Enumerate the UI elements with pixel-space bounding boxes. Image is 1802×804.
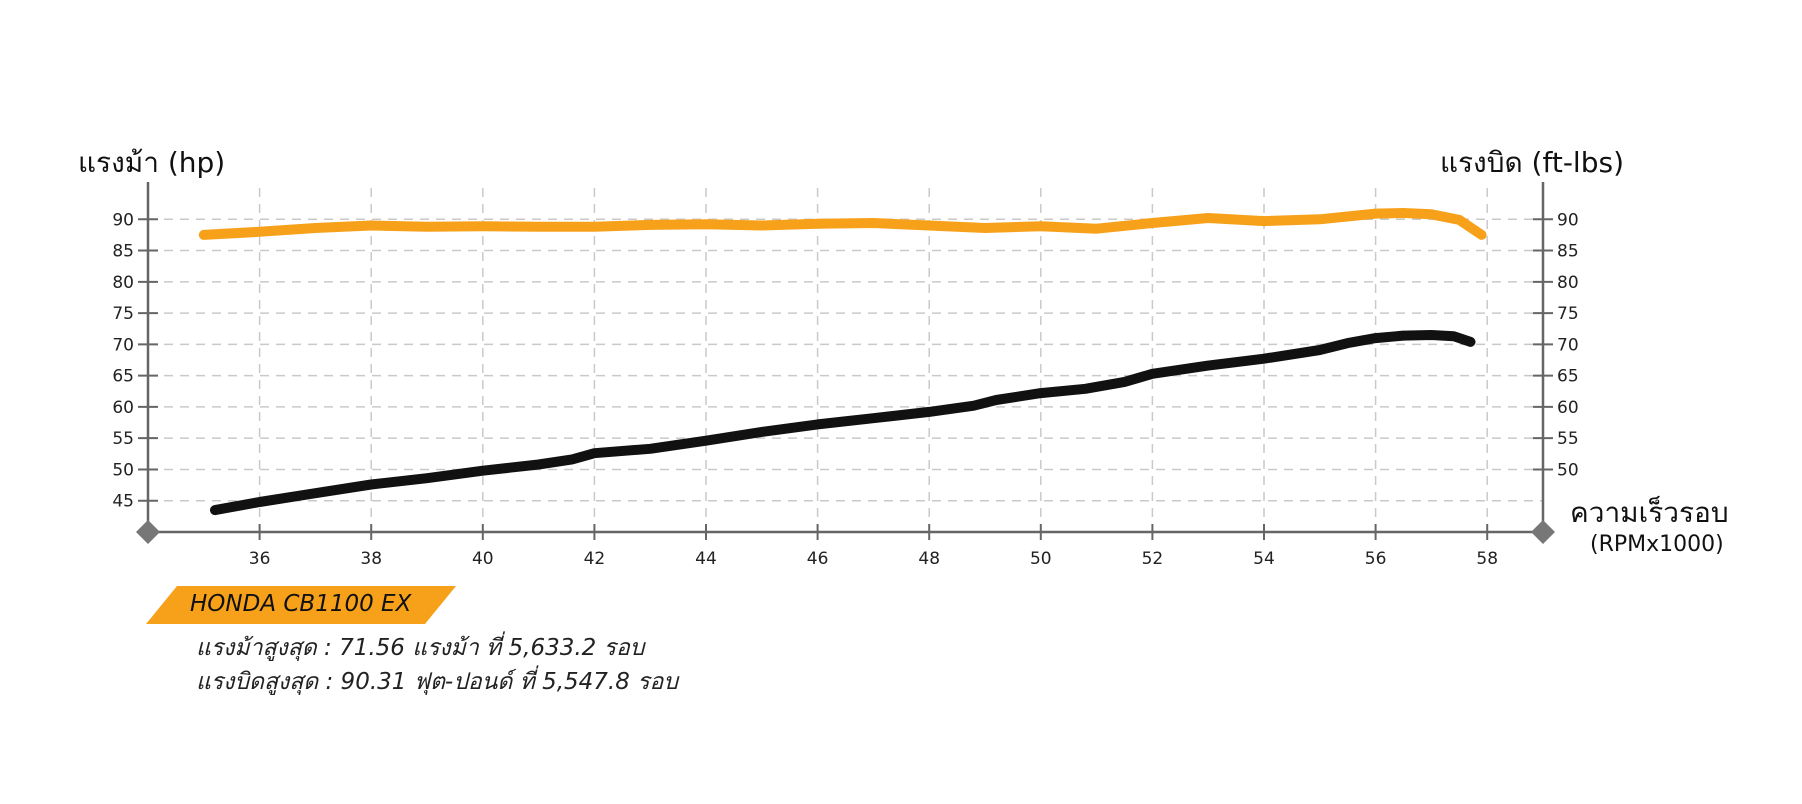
y-tick-label-left: 50 (112, 460, 134, 480)
y-tick-label-left: 70 (112, 335, 134, 355)
series-lines (198, 208, 1487, 516)
x-tick-label: 38 (360, 549, 382, 569)
y-tick-label-left: 45 (112, 492, 134, 512)
y-tick-label-right: 60 (1557, 398, 1579, 418)
max-torque-text: แรงบิดสูงสุด : 90.31 ฟุต-ปอนด์ ที่ 5,547… (196, 669, 678, 695)
y-tick-label-left: 65 (112, 367, 134, 387)
x-axis-unit: (RPMx1000) (1590, 532, 1724, 557)
y-tick-label-left: 85 (112, 242, 134, 262)
x-tick-label: 48 (918, 549, 940, 569)
y-tick-label-left: 75 (112, 304, 134, 324)
torque-curve (198, 208, 1487, 240)
x-tick-label: 46 (807, 549, 829, 569)
y-tick-label-right: 85 (1557, 242, 1579, 262)
max-horsepower-text: แรงม้าสูงสุด : 71.56 แรงม้า ที่ 5,633.2 … (196, 635, 645, 661)
y-tick-label-right: 90 (1557, 210, 1579, 230)
model-badge-background (146, 586, 456, 624)
y-tick-label-left: 55 (112, 429, 134, 449)
x-tick-label: 36 (249, 549, 271, 569)
x-tick-label: 44 (695, 549, 717, 569)
x-tick-label: 56 (1365, 549, 1387, 569)
x-tick-label: 50 (1030, 549, 1052, 569)
model-badge: HONDA CB1100 EX (146, 586, 456, 624)
y-tick-label-left: 60 (112, 398, 134, 418)
y-tick-label-right: 50 (1557, 460, 1579, 480)
y-tick-label-right: 75 (1557, 304, 1579, 324)
y-tick-label-right: 80 (1557, 273, 1579, 293)
y-tick-label-right: 65 (1557, 367, 1579, 387)
y-axis-title-left: แรงม้า (hp) (78, 146, 225, 179)
horsepower-curve (210, 330, 1476, 516)
y-tick-label-right: 55 (1557, 429, 1579, 449)
x-tick-label: 58 (1476, 549, 1498, 569)
model-name: HONDA CB1100 EX (190, 591, 412, 617)
x-tick-label: 42 (584, 549, 606, 569)
tick-marks: 36 38 40 42 44 46 48 50 52 54 56 58 90 85 80 75 70 65 60 55… (112, 210, 1578, 569)
x-tick-label: 40 (472, 549, 494, 569)
axis-diamond-left (136, 520, 160, 544)
axes (136, 182, 1555, 544)
axis-diamond-right (1531, 520, 1555, 544)
y-tick-label-left: 90 (112, 210, 134, 230)
x-axis-title: ความเร็วรอบ (1570, 495, 1729, 529)
horizontal-grid (148, 218, 1543, 502)
x-tick-label: 52 (1142, 549, 1164, 569)
y-tick-label-right: 70 (1557, 335, 1579, 355)
x-tick-label: 54 (1253, 549, 1275, 569)
y-axis-title-right: แรงบิด (ft-lbs) (1440, 146, 1624, 179)
y-tick-label-left: 80 (112, 273, 134, 293)
